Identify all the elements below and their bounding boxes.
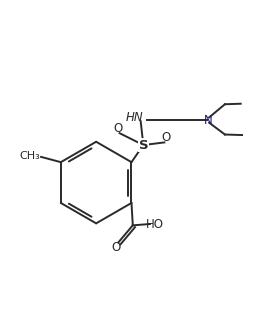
Text: O: O [111,241,120,254]
Text: O: O [162,131,171,144]
Text: O: O [113,122,122,135]
Text: N: N [203,114,212,127]
Text: S: S [139,139,148,151]
Text: HO: HO [146,217,164,231]
Text: HN: HN [125,111,143,124]
Text: CH₃: CH₃ [19,151,40,161]
